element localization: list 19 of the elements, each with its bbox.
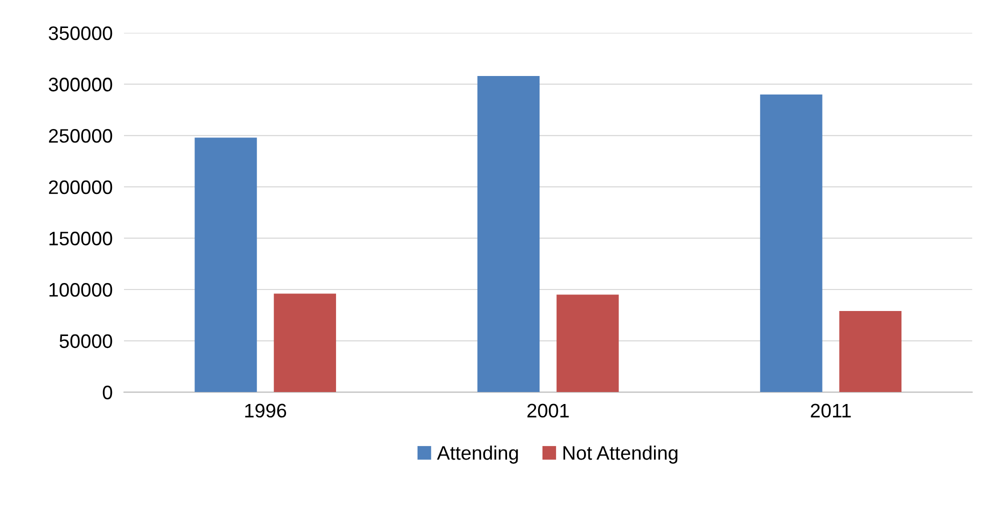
legend-label: Attending xyxy=(437,446,518,464)
bar xyxy=(760,94,822,392)
bar xyxy=(839,311,902,392)
x-tick-label: 2011 xyxy=(810,404,851,418)
y-tick-label: 50000 xyxy=(60,334,112,348)
y-tick-label: 100000 xyxy=(49,282,112,297)
bar xyxy=(274,294,336,392)
y-tick-label: 150000 xyxy=(49,232,112,246)
x-tick-label: 2001 xyxy=(527,404,569,418)
bar xyxy=(556,294,619,392)
y-tick-label: 300000 xyxy=(48,78,112,92)
y-tick-label: 200000 xyxy=(48,180,112,194)
legend-label: Not Attending xyxy=(563,446,678,464)
y-tick-label: 350000 xyxy=(48,26,112,40)
bar xyxy=(477,76,540,392)
y-tick-label: 0 xyxy=(102,386,112,400)
x-tick-label: 1996 xyxy=(245,404,286,418)
y-tick-label: 250000 xyxy=(48,129,112,143)
bar xyxy=(194,138,257,392)
